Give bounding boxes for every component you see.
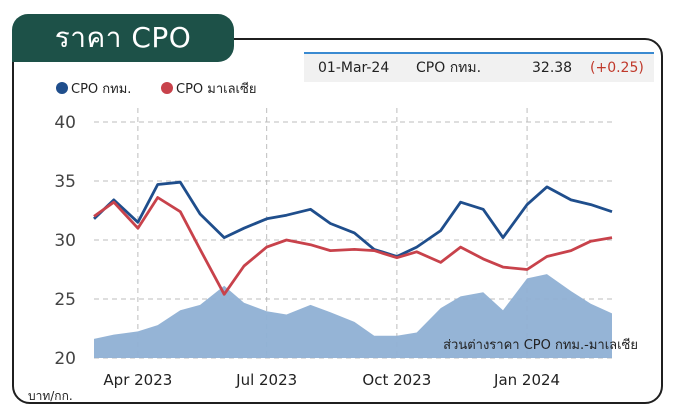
y-axis-unit-label: บาท/กก.	[28, 389, 73, 403]
y-tick-label: 30	[54, 231, 76, 251]
x-tick-label: Jul 2023	[235, 371, 297, 389]
chart-title: ราคา CPO	[12, 14, 234, 62]
x-tick-label: Apr 2023	[103, 371, 172, 389]
y-tick-label: 25	[54, 290, 76, 310]
info-date: 01-Mar-24	[318, 60, 390, 76]
x-tick-label: Jan 2024	[493, 371, 560, 389]
legend-label-cpo-malaysia: CPO มาเลเซีย	[176, 81, 256, 97]
legend-label-cpo-bangkok: CPO กทม.	[71, 82, 131, 97]
cpo-malaysia-line	[93, 196, 613, 296]
cpo-bangkok-line	[93, 180, 613, 258]
y-tick-label: 40	[54, 113, 76, 133]
info-series-label: CPO กทม.	[416, 60, 482, 76]
y-tick-label: 20	[54, 349, 76, 369]
hover-info-box: 01-Mar-24 CPO กทม. 32.38 (+0.25)	[304, 52, 654, 82]
info-change: (+0.25)	[590, 60, 644, 76]
x-tick-label: Oct 2023	[362, 371, 431, 389]
y-tick-label: 35	[54, 172, 76, 192]
legend-marker-cpo-malaysia	[161, 82, 173, 94]
legend-marker-cpo-bangkok	[56, 82, 68, 94]
spread-annotation: ส่วนต่างราคา CPO กทม.-มาเลเซีย	[443, 337, 638, 353]
info-value: 32.38	[532, 60, 573, 76]
